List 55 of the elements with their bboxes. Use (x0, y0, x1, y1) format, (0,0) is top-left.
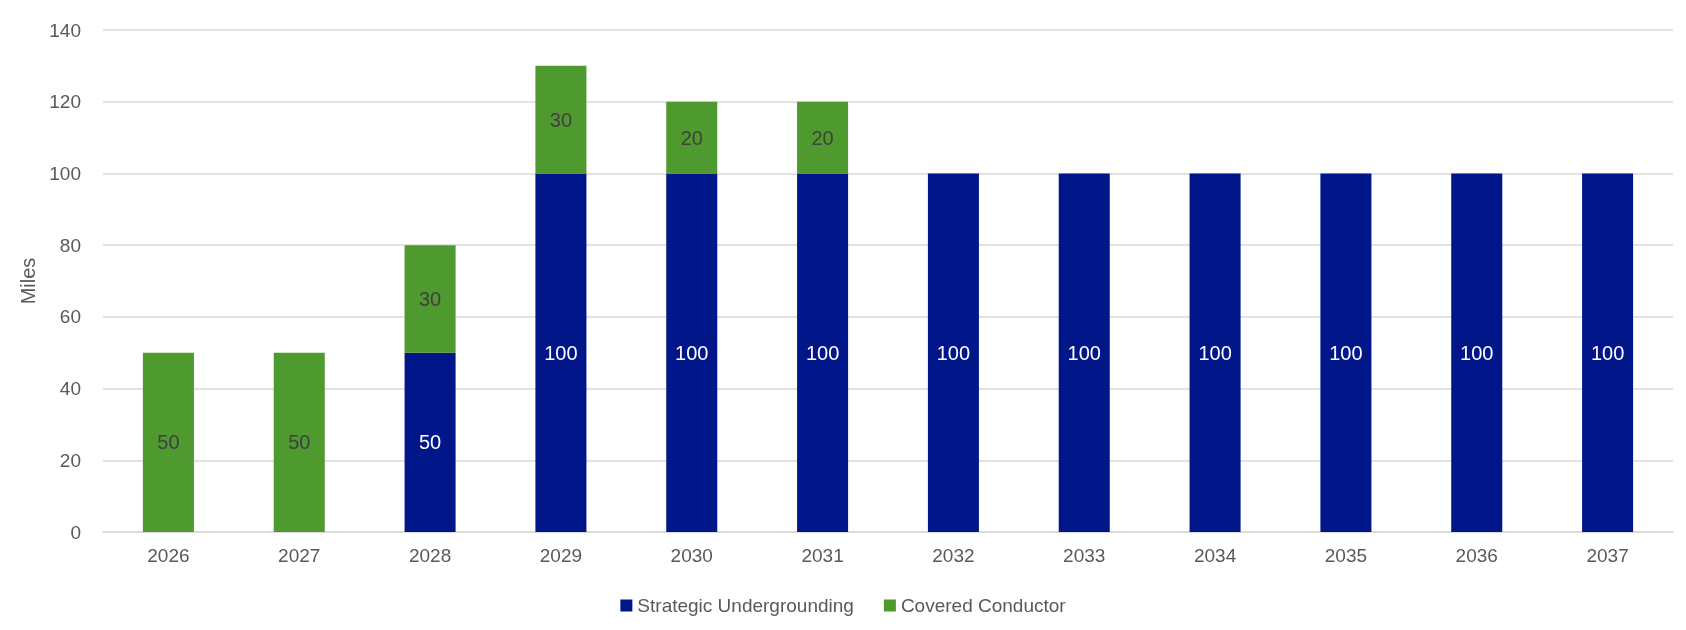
data-label: 30 (549, 108, 573, 131)
x-tick-label: 2032 (932, 545, 975, 566)
bar (1189, 173, 1241, 532)
bar (1451, 173, 1503, 532)
bar (535, 173, 587, 532)
x-tick-label: 2026 (147, 545, 190, 566)
data-label: 50 (157, 431, 180, 454)
bar (1320, 173, 1372, 532)
bar (797, 173, 849, 532)
x-tick-label: 2030 (670, 545, 713, 566)
y-tick-label: 0 (70, 521, 81, 543)
x-tick-label: 2031 (801, 545, 844, 566)
bar (666, 101, 718, 174)
y-axis-title: Miles (17, 257, 40, 305)
x-tick-label: 2028 (408, 545, 452, 566)
x-tick-label: 2029 (539, 545, 583, 566)
bar (273, 352, 325, 532)
y-tick-label: 80 (59, 234, 81, 256)
data-label: 100 (1067, 341, 1101, 364)
x-tick-label: 2027 (278, 545, 321, 566)
data-label: 50 (418, 431, 442, 454)
data-label: 20 (811, 126, 834, 149)
y-tick-label: 40 (59, 378, 81, 400)
y-tick-label: 100 (49, 162, 81, 184)
y-tick-label: 140 (49, 19, 81, 41)
y-tick-label: 20 (59, 449, 81, 471)
y-tick-label: 120 (49, 91, 81, 113)
data-label: 50 (288, 431, 311, 454)
legend-label: Covered Conductor (900, 595, 1067, 616)
bar (404, 245, 456, 353)
data-label: 100 (1590, 341, 1625, 364)
y-tick-label: 60 (59, 306, 81, 328)
legend-label: Strategic Undergrounding (637, 595, 854, 616)
bar (1582, 173, 1634, 532)
x-tick-label: 2033 (1063, 545, 1106, 566)
data-label: 100 (1460, 341, 1494, 364)
bar (404, 352, 456, 532)
data-label: 100 (936, 341, 971, 364)
x-tick-label: 2036 (1455, 545, 1498, 566)
bar (535, 65, 587, 174)
data-label: 100 (675, 341, 709, 364)
x-tick-label: 2037 (1586, 545, 1629, 566)
data-label: 100 (1198, 341, 1232, 364)
bar (142, 352, 194, 532)
data-label: 100 (805, 341, 840, 364)
bar (797, 101, 849, 174)
data-label: 20 (680, 126, 703, 149)
data-label: 30 (418, 287, 442, 310)
x-tick-label: 2035 (1324, 545, 1368, 566)
bar (666, 173, 718, 532)
bar (1058, 173, 1110, 532)
x-tick-label: 2034 (1193, 545, 1237, 566)
data-label: 100 (544, 341, 578, 364)
bar (927, 173, 979, 532)
data-label: 100 (1329, 341, 1363, 364)
